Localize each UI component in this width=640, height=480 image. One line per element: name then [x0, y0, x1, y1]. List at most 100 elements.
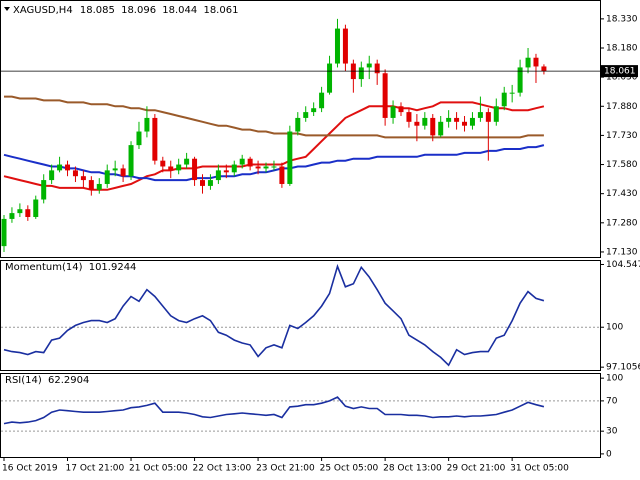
candle-body	[176, 164, 182, 171]
chart-header: XAGUSD,H4 18.085 18.096 18.044 18.061	[13, 5, 238, 16]
menu-icon[interactable]	[4, 7, 10, 11]
candle-body	[406, 112, 412, 122]
candle-body	[477, 112, 483, 118]
rsi-header: RSI(14) 62.2904	[5, 375, 89, 386]
candle-body	[327, 63, 333, 93]
y-tick-label: 18.330	[606, 14, 638, 24]
candle-body	[342, 28, 348, 64]
candle-body	[438, 121, 444, 136]
y-tick-label: 30	[606, 427, 618, 437]
candle-body	[446, 117, 452, 122]
candle-body	[231, 164, 237, 173]
candle-body	[493, 106, 499, 122]
candle-body	[311, 108, 317, 113]
candle-body	[319, 92, 325, 109]
candle-body	[33, 199, 39, 217]
x-tick-label: 29 Oct 21:00	[447, 464, 506, 474]
candle-body	[509, 92, 515, 94]
candle-body	[57, 164, 63, 171]
candle-body	[65, 164, 71, 171]
candle-body	[263, 166, 269, 169]
y-tick-label: 18.180	[606, 44, 638, 54]
candle-body	[25, 209, 31, 217]
y-tick-label: 0	[606, 449, 612, 459]
open-value: 18.085	[80, 5, 115, 16]
candle-body	[104, 170, 110, 184]
candle-body	[49, 170, 55, 181]
candle-body	[136, 131, 142, 146]
candle-body	[414, 121, 420, 126]
candle-body	[215, 170, 221, 181]
x-tick-label: 31 Oct 05:00	[510, 464, 569, 474]
candle-body	[525, 57, 531, 68]
x-tick-label: 22 Oct 13:00	[193, 464, 252, 474]
candle-body	[358, 67, 364, 80]
candle-body	[382, 73, 388, 118]
y-tick-label: 17.730	[606, 131, 638, 141]
candle-body	[160, 160, 166, 167]
main-panel	[0, 0, 601, 258]
close-value: 18.061	[203, 5, 238, 16]
candle-body	[88, 180, 94, 190]
candle-body	[279, 166, 285, 184]
candle-body	[200, 180, 205, 186]
y-tick-label: 18.030	[606, 73, 638, 83]
indicator-value: 62.2904	[48, 375, 89, 386]
y-tick-label: 70	[606, 396, 618, 406]
candle-body	[366, 63, 372, 68]
candle-body	[422, 117, 428, 126]
high-value: 18.096	[121, 5, 156, 16]
x-tick-label: 17 Oct 21:00	[66, 464, 125, 474]
low-value: 18.044	[162, 5, 197, 16]
candle-body	[533, 57, 539, 67]
x-tick-label: 25 Oct 05:00	[320, 464, 379, 474]
candle-body	[168, 166, 174, 171]
candle-body	[485, 112, 491, 122]
momentum-header: Momentum(14) 101.9244	[5, 262, 136, 273]
y-tick-label: 97.1056	[606, 363, 640, 373]
candle-body	[239, 158, 245, 165]
candle-body	[72, 170, 78, 177]
candle-body	[517, 67, 523, 93]
candle-body	[80, 176, 86, 181]
y-tick-label: 17.280	[606, 218, 638, 228]
candle-body	[334, 28, 340, 64]
candle-body	[390, 106, 396, 118]
y-tick-label: 100	[606, 323, 623, 333]
current-price-box	[601, 65, 638, 78]
candle-body	[120, 168, 126, 177]
candle-body	[430, 117, 436, 136]
indicator-line	[3, 263, 545, 367]
candle-body	[398, 106, 404, 113]
indicator-value: 101.9244	[89, 262, 137, 273]
candle-body	[192, 158, 198, 181]
candle-body	[17, 209, 23, 214]
x-tick-label: 21 Oct 05:00	[129, 464, 188, 474]
y-tick-label: 104.5477	[606, 260, 640, 270]
candle-body	[501, 92, 507, 107]
momentum-panel	[0, 260, 601, 371]
indicator-name: RSI(14)	[5, 375, 42, 386]
candle-body	[41, 180, 47, 200]
x-tick-label: 23 Oct 21:00	[256, 464, 315, 474]
candle-body	[541, 66, 547, 72]
candle-body	[303, 112, 309, 118]
candle-body	[462, 121, 468, 126]
y-tick-label: 17.880	[606, 102, 638, 112]
candle-body	[207, 180, 213, 186]
y-tick-label: 17.130	[606, 247, 638, 257]
candle-body	[152, 117, 158, 161]
candle-body	[144, 117, 150, 132]
candle-body	[184, 158, 190, 165]
candle-body	[1, 218, 7, 247]
candle-body	[271, 166, 277, 168]
candle-body	[223, 170, 229, 173]
symbol: XAGUSD,H4	[13, 5, 73, 16]
indicator-name: Momentum(14)	[5, 262, 83, 273]
candle-body	[469, 117, 475, 126]
x-tick-label: 28 Oct 13:00	[383, 464, 442, 474]
y-tick-label: 17.430	[606, 189, 638, 199]
candle-body	[96, 183, 102, 190]
candle-body	[9, 213, 15, 219]
